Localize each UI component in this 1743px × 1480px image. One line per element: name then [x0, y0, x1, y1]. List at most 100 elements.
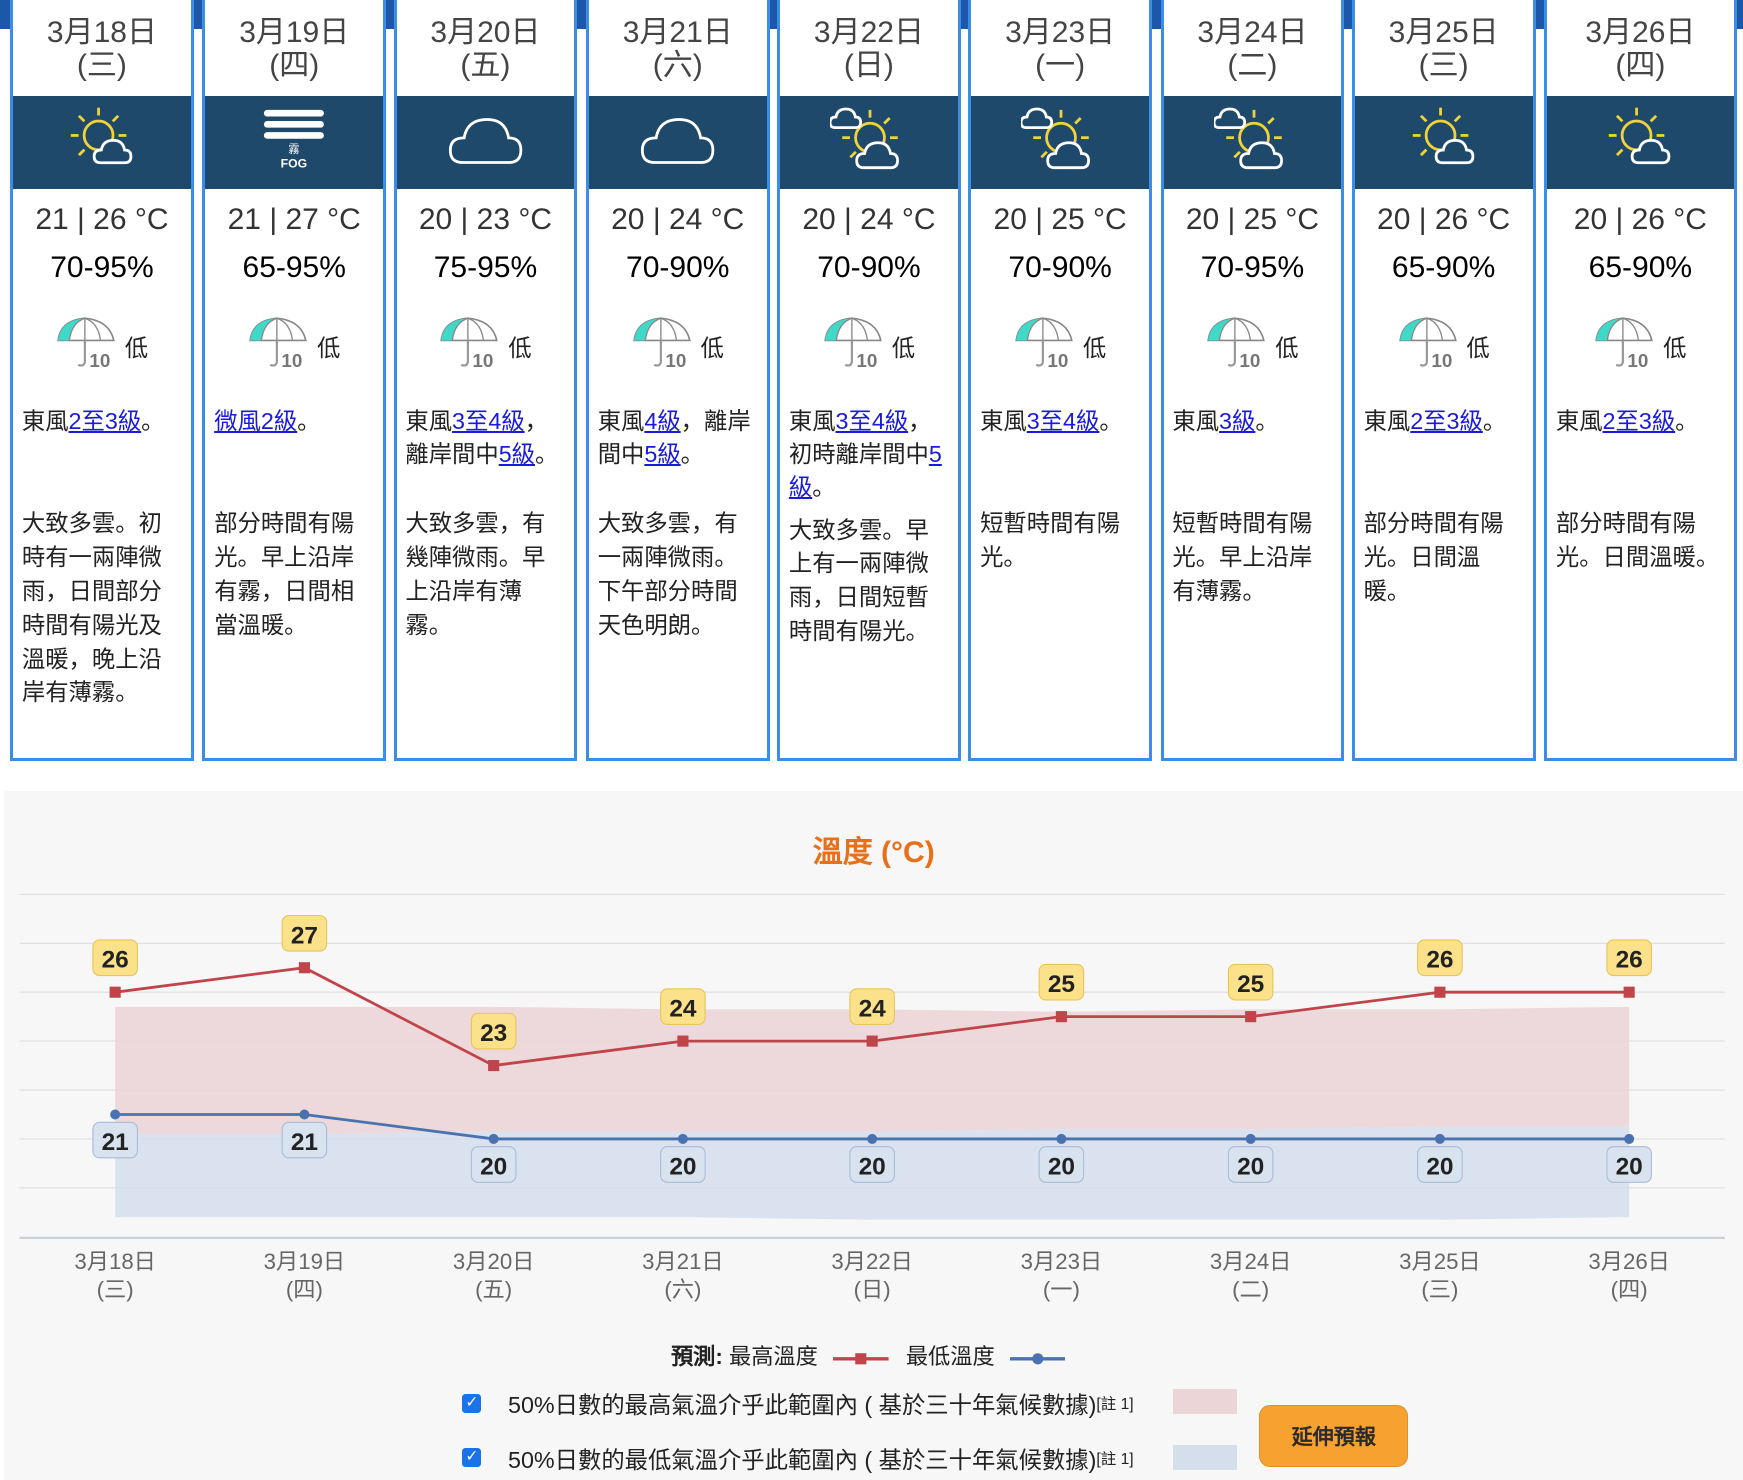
min-band-checkbox[interactable]: ✓: [462, 1448, 482, 1468]
forecast-date: 3月18日 (三): [13, 16, 191, 83]
note-link[interactable]: [註 1]: [1096, 1450, 1134, 1468]
legend-max-marker-icon: [832, 1353, 889, 1365]
legend-prefix: 預測:: [670, 1344, 723, 1370]
wind-forecast: 東風3至4級。: [980, 405, 1142, 438]
forecast-card: 3月22日 (日) 20 | 24 °C 70-90% 10 低 東風3至4級，初時…: [777, 0, 961, 762]
wind-force-link[interactable]: 3至4級: [1026, 407, 1100, 434]
min-label-box: [1039, 1146, 1085, 1184]
umbrella-icon: 10: [1398, 316, 1460, 378]
wind-force-link[interactable]: 2至3級: [1602, 407, 1676, 434]
temperature-range: 20 | 25 °C: [1185, 203, 1320, 237]
weekday-label: (四): [269, 48, 320, 82]
psr-level: 低: [508, 335, 532, 362]
max-band-checkbox[interactable]: ✓: [462, 1393, 482, 1413]
date-label: 3月26日: [1585, 15, 1696, 49]
weather-description: 大致多雲，有幾陣微雨。早上沿岸有薄霧。: [405, 509, 546, 638]
max-label-box: [282, 915, 328, 953]
max-temp-point: [488, 1060, 500, 1072]
umbrella-icon: 10: [632, 316, 694, 378]
note-link[interactable]: [註 1]: [1096, 1396, 1134, 1414]
extended-forecast-button[interactable]: 延伸預報: [1259, 1405, 1409, 1468]
umbrella-icon: 10: [56, 316, 118, 378]
min-temp-label: 20: [1616, 1154, 1643, 1181]
date-label: 3月24日: [1197, 15, 1308, 49]
min-band-label: 50%日數的最低氣溫介乎此範圍內 ( 基於三十年氣候數據): [507, 1446, 1097, 1473]
wind-text: 。: [297, 407, 321, 434]
x-tick-label: 3月20日: [453, 1249, 535, 1274]
psr-level: 低: [1466, 335, 1490, 362]
forecast-card: 3月18日 (三) 21 | 26 °C 70-95% 10 低 東風2至3級。 大…: [10, 0, 194, 762]
temperature-chart-panel: 溫度 (°C) 26 27 23 24 24 25 25 26 26 21 21 20 20 20 20 20…: [4, 791, 1743, 1480]
max-band-toggle[interactable]: ✓ 50%日數的最高氣溫介乎此範圍內 ( 基於三十年氣候數據) [註 1]: [462, 1386, 1134, 1420]
weather-icon-band: [1547, 95, 1734, 189]
rain-probability: 10 低: [971, 316, 1149, 378]
svg-text:霧: 霧: [289, 143, 300, 156]
temperature-range: 20 | 23 °C: [418, 203, 553, 237]
wind-text: 。: [680, 440, 704, 467]
wind-force-link[interactable]: 微風2級: [214, 407, 298, 434]
temperature-range: 21 | 26 °C: [35, 203, 169, 237]
wind-force-link[interactable]: 3至4級: [452, 407, 525, 434]
humidity-range: 75-95%: [433, 251, 538, 285]
temperature-range: 20 | 26 °C: [1573, 203, 1707, 237]
weather-description: 大致多雲。早上有一兩陣微雨，日間短暫時間有陽光。: [788, 516, 929, 645]
min-band-toggle[interactable]: ✓ 50%日數的最低氣溫介乎此範圍內 ( 基於三十年氣候數據) [註 1]: [462, 1441, 1134, 1475]
psr-level: 低: [1663, 335, 1687, 362]
forecast-date: 3月26日 (四): [1547, 16, 1734, 83]
rain-probability: 10 低: [397, 316, 575, 378]
legend-min-marker-icon: [1009, 1353, 1066, 1365]
min-temp-point: [678, 1134, 689, 1145]
umbrella-icon: 10: [1594, 316, 1656, 378]
x-tick-label: 3月23日: [1021, 1249, 1103, 1274]
wind-force-link[interactable]: 3級: [1219, 407, 1256, 434]
rain-probability: 10 低: [780, 316, 958, 378]
max-label-box: [92, 939, 139, 977]
wind-text: 東風: [1363, 407, 1411, 434]
wind-forecast: 東風2至3級。: [1364, 405, 1526, 438]
min-temp-label: 20: [859, 1154, 886, 1181]
wind-force-link[interactable]: 5級: [644, 440, 681, 467]
umbrella-icon: 10: [1014, 316, 1076, 378]
wind-force-link[interactable]: 4級: [644, 407, 681, 434]
weather-description: 大致多雲，有一兩陣微雨。下午部分時間天色明朗。: [597, 509, 738, 638]
wind-force-link[interactable]: 3至4級: [835, 407, 909, 434]
wind-forecast: 東風3至4級，離岸間中5級。: [405, 405, 567, 472]
wind-force-link[interactable]: 5級: [788, 440, 942, 501]
max-band-label: 50%日數的最高氣溫介乎此範圍內 ( 基於三十年氣候數據): [507, 1392, 1097, 1419]
x-tick-weekday: (三): [97, 1277, 134, 1302]
x-tick-label: 3月22日: [832, 1249, 914, 1274]
weather-icon-band: [1354, 95, 1533, 189]
wind-text: 。: [141, 407, 165, 434]
weather-icon-band: [780, 95, 958, 189]
wind-force-link[interactable]: 2至3級: [1410, 407, 1483, 434]
humidity-range: 70-95%: [1200, 251, 1305, 285]
x-tick-label: 3月19日: [264, 1249, 346, 1274]
max-temp-label: 27: [291, 923, 318, 950]
x-tick-weekday: (六): [665, 1277, 702, 1302]
rain-probability: 10 低: [1164, 316, 1342, 378]
chart-title: 溫度 (°C): [812, 836, 935, 870]
wind-force-link[interactable]: 2至3級: [68, 407, 142, 434]
rain-probability: 10 低: [1547, 316, 1734, 378]
humidity-range: 65-90%: [1391, 251, 1496, 285]
wind-text: ，離岸間中: [405, 407, 548, 467]
forecast-card: 3月19日 (四) 霧 FOG 21 | 27 °C 65-95% 10 低 微風2級…: [202, 0, 387, 762]
max-temp-label: 25: [1048, 972, 1075, 999]
forecast-date: 3月19日 (四): [205, 16, 383, 83]
date-label: 3月20日: [430, 15, 541, 49]
wind-text: ，離岸間中: [597, 407, 751, 467]
forecast-card: 3月20日 (五) 20 | 23 °C 75-95% 10 低 東風3至4級，離岸…: [393, 0, 578, 762]
min-label-box: [282, 1122, 328, 1159]
max-label-box: [1606, 939, 1653, 977]
psr-level: 低: [1275, 335, 1299, 362]
rain-probability: 10 低: [589, 316, 767, 378]
temperature-range: 21 | 27 °C: [227, 203, 361, 237]
svg-text:10: 10: [1431, 351, 1452, 371]
min-temp-label: 21: [102, 1130, 129, 1157]
umbrella-icon: 10: [248, 316, 310, 378]
max-temp-point: [299, 962, 311, 974]
min-temp-point: [299, 1109, 310, 1120]
humidity-range: 70-90%: [626, 251, 730, 285]
max-temp-label: 24: [670, 996, 698, 1023]
wind-force-link[interactable]: 5級: [498, 440, 536, 467]
